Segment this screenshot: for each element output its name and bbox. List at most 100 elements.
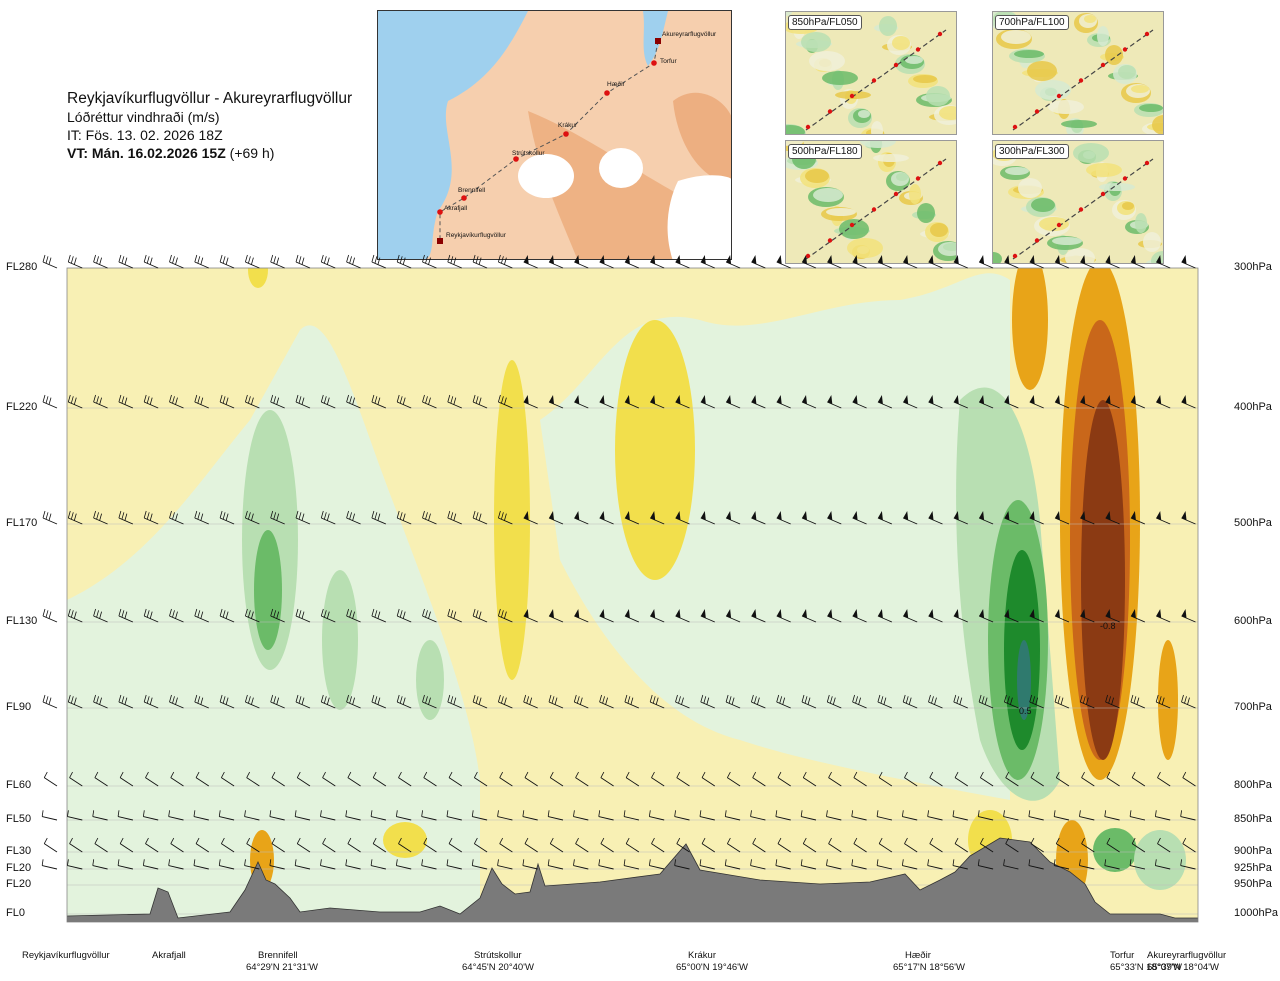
wind-barb: [219, 694, 235, 709]
wind-barb: [143, 608, 159, 623]
map-waypoint-marker: [563, 131, 569, 137]
map-waypoint-marker: [651, 60, 657, 66]
wind-barb: [345, 810, 361, 821]
wind-barb: [675, 395, 690, 409]
wind-barb: [1081, 837, 1095, 853]
thumbnail-700[interactable]: 700hPa/FL100: [992, 11, 1164, 135]
wind-barb: [1003, 810, 1019, 821]
wind-barb: [929, 837, 943, 853]
wind-barb: [978, 511, 994, 525]
map-sea-west: [378, 11, 528, 259]
thumbnail-850-label: 850hPa/FL050: [788, 15, 862, 30]
map-highlands-ne: [673, 92, 731, 182]
wind-barb: [498, 254, 513, 269]
updraft-akureyri: [1134, 830, 1186, 890]
thumbnail-500[interactable]: 500hPa/FL180: [785, 140, 957, 264]
wind-barb: [1079, 859, 1095, 870]
map-waypoint-marker: [437, 209, 443, 215]
downdraft-top-west: [248, 268, 268, 288]
wind-barb: [194, 394, 209, 409]
station-coord: 64°29'N 21°31'W: [246, 962, 318, 973]
wind-barb: [700, 511, 715, 525]
wind-barb: [193, 810, 209, 821]
wind-barb: [651, 771, 665, 787]
wind-barb: [67, 608, 83, 623]
downdraft-upper: [1012, 268, 1048, 390]
wind-barb: [1005, 837, 1019, 853]
station-coord: 65°39'N 18°04'W: [1147, 962, 1219, 973]
map-waypoint-marker: [604, 90, 610, 96]
wind-barb: [446, 859, 462, 870]
fl-label: FL170: [6, 517, 38, 529]
wind-barb: [42, 608, 58, 623]
wind-barb: [751, 511, 766, 525]
wind-barb: [194, 510, 209, 525]
wind-barb: [548, 395, 564, 409]
wind-barb: [1181, 511, 1196, 525]
wind-barb: [876, 810, 893, 821]
map-waypoint-label: Strútskollur: [512, 150, 545, 157]
wind-barb: [422, 608, 437, 623]
wind-barb: [599, 511, 614, 525]
wind-barb: [826, 810, 842, 821]
wind-barb: [674, 810, 690, 821]
wind-barb: [1156, 511, 1171, 525]
wind-barb: [877, 255, 893, 269]
wind-barb: [777, 771, 791, 787]
wind-barb: [94, 837, 108, 853]
wind-barb: [1181, 609, 1196, 623]
wind-barb: [422, 694, 437, 709]
wind-barb: [320, 254, 336, 269]
wind-barb: [524, 771, 538, 787]
wind-barb: [625, 837, 640, 853]
wind-barb: [777, 837, 791, 853]
wind-barb: [574, 511, 589, 525]
wind-barb: [904, 837, 918, 853]
wind-barb: [1081, 771, 1095, 787]
wind-barb: [1106, 771, 1120, 787]
thumbnail-300[interactable]: 300hPa/FL300: [992, 140, 1164, 264]
thumbnail-850[interactable]: 850hPa/FL050: [785, 11, 957, 135]
fl-label: FL280: [6, 261, 38, 273]
wind-barb: [117, 810, 134, 821]
wind-barb: [598, 810, 614, 821]
wind-barb: [751, 694, 766, 709]
wind-barb: [295, 394, 311, 409]
wind-barb: [523, 694, 538, 709]
wind-barb: [320, 810, 336, 821]
wind-barb: [1181, 694, 1196, 709]
valid-time: VT: Mán. 16.02.2026 15Z: [67, 145, 226, 161]
wind-barb: [776, 694, 791, 709]
wind-barb: [801, 255, 817, 269]
wind-barb: [649, 694, 665, 709]
wind-barb: [1154, 859, 1171, 870]
wind-barb: [549, 837, 564, 853]
wind-barb: [320, 510, 336, 525]
hpa-label: 900hPa: [1234, 845, 1272, 857]
wind-barb: [1053, 859, 1070, 870]
wind-barb: [269, 810, 285, 821]
wind-barb: [1130, 609, 1146, 623]
map-route-line: [439, 40, 659, 241]
wind-barb: [69, 837, 83, 853]
wind-barb: [346, 254, 361, 269]
wind-barb: [853, 837, 867, 853]
wind-barb: [294, 859, 311, 870]
wind-barb: [245, 694, 260, 709]
wind-barb: [1131, 771, 1146, 787]
map-waypoint-label: Akrafjall: [444, 205, 468, 212]
wind-barb: [648, 859, 665, 870]
map-glacier-vatnajokull: [667, 175, 731, 259]
station-name: Akrafjall: [152, 950, 186, 961]
wind-barb: [497, 859, 513, 870]
wind-barb: [142, 810, 159, 821]
wind-barb: [828, 771, 842, 787]
wind-barb: [170, 837, 184, 853]
wind-barb: [624, 609, 640, 623]
wind-barb: [701, 771, 716, 787]
map-waypoint-label: Akureyrarflugvöllur: [662, 31, 717, 38]
wind-barb: [396, 608, 412, 623]
wind-barb: [169, 394, 184, 409]
map-waypoint-label: Hæðir: [607, 80, 626, 88]
wind-barb: [396, 254, 412, 269]
